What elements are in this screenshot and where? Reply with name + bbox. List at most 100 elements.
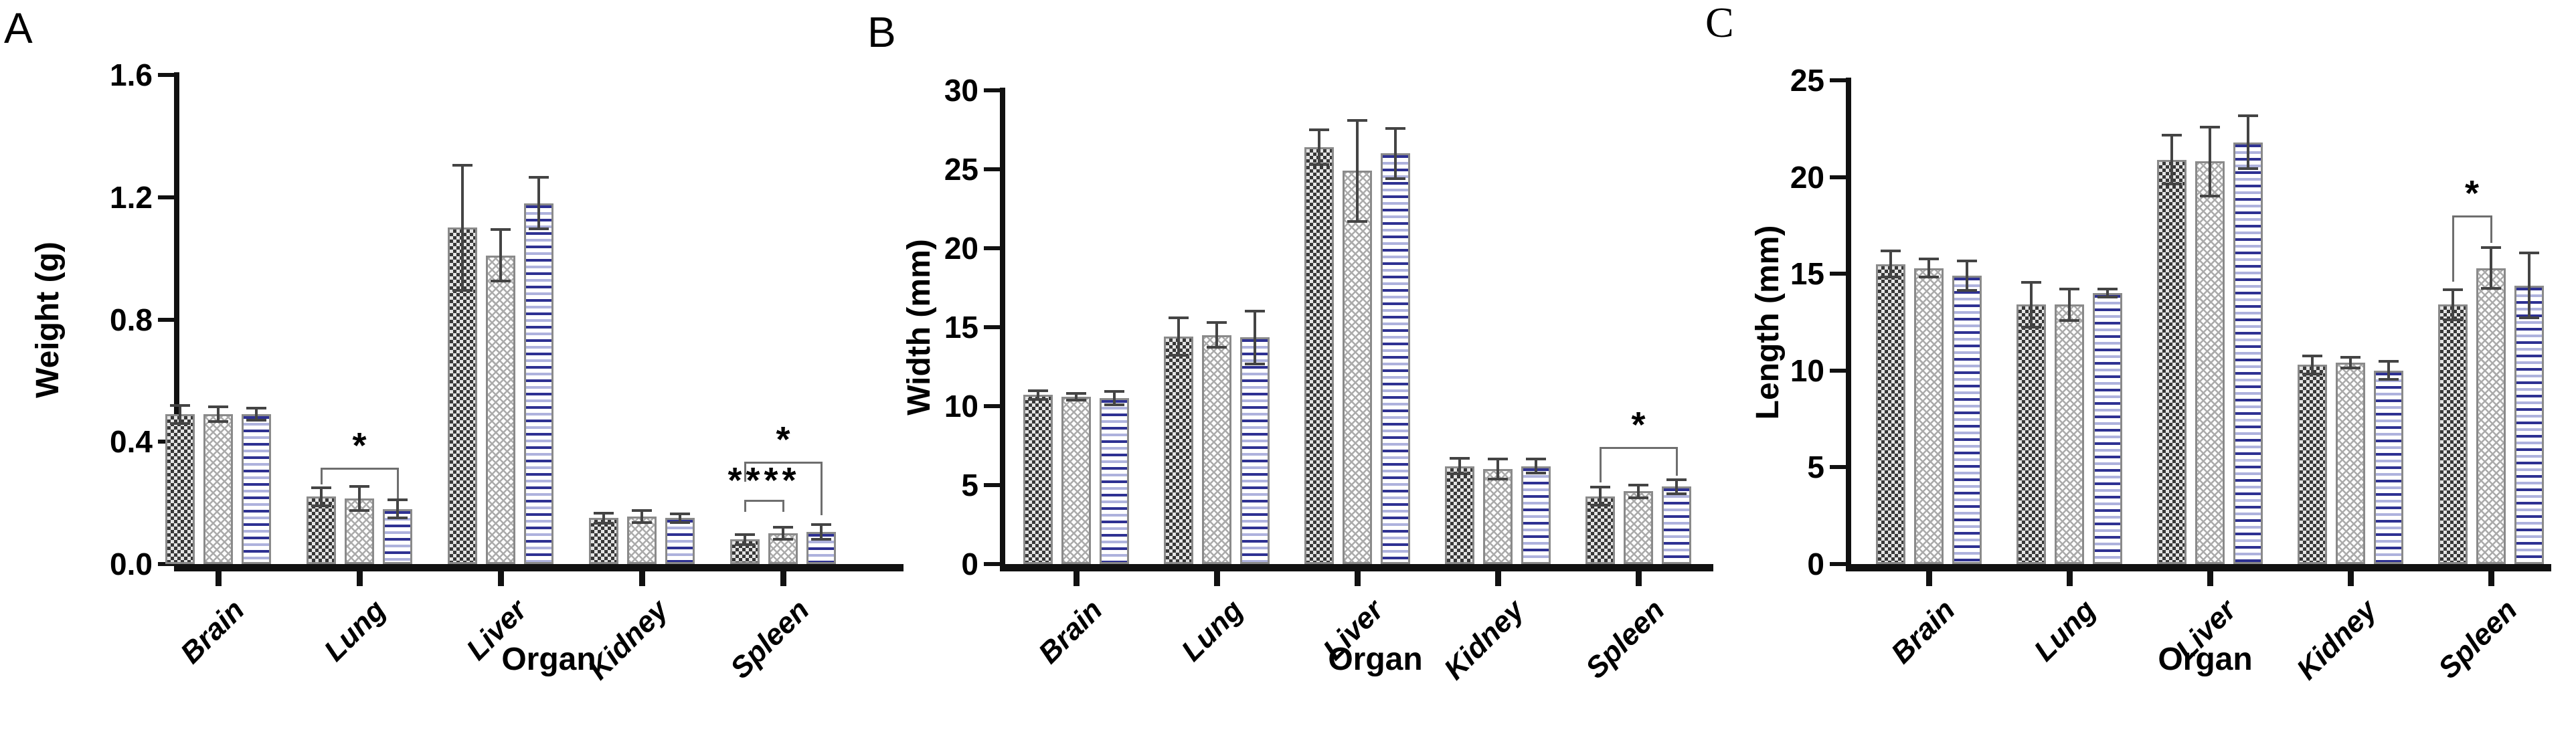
C-error-cap-bottom-Brain-light-diagonal-hatch	[1919, 276, 1939, 279]
C-error-bar-Spleen-light-diagonal-hatch	[2490, 248, 2492, 288]
C-error-cap-bottom-Spleen-blue-horizontal-stripes	[2519, 316, 2539, 319]
C-error-cap-top-Brain-blue-horizontal-stripes	[1957, 259, 1977, 262]
C-bar-Kidney-blue-horizontal-stripes	[2374, 370, 2403, 564]
C-error-bar-Lung-dark-checkerboard	[2030, 283, 2033, 327]
B-bar-Liver-dark-checkerboard	[1304, 147, 1334, 564]
B-y-tick-10	[984, 404, 1000, 408]
C-error-cap-bottom-Brain-dark-checkerboard	[1881, 276, 1901, 279]
B-error-bar-Kidney-dark-checkerboard	[1458, 460, 1461, 473]
C-error-cap-bottom-Liver-dark-checkerboard	[2162, 183, 2182, 186]
C-x-tick-Brain	[1926, 571, 1932, 586]
B-error-cap-bottom-Brain-light-diagonal-hatch	[1066, 398, 1086, 401]
B-error-bar-Brain-light-diagonal-hatch	[1075, 395, 1078, 399]
C-y-axis-title: Length (mm)	[1750, 225, 1786, 420]
C-bar-Spleen-blue-horizontal-stripes	[2514, 285, 2544, 564]
A-y-axis-title: Weight (g)	[30, 241, 66, 398]
B-error-cap-bottom-Kidney-light-diagonal-hatch	[1488, 478, 1508, 481]
A-sig-bracket-Lung-0-label: *	[352, 426, 367, 466]
B-error-bar-Brain-dark-checkerboard	[1037, 391, 1039, 399]
C-bar-Kidney-dark-checkerboard	[2298, 365, 2327, 564]
C-sig-bracket-Spleen-0-line	[2452, 215, 2492, 218]
C-error-cap-top-Spleen-light-diagonal-hatch	[2481, 246, 2501, 249]
C-x-tick-Liver	[2207, 571, 2213, 586]
B-x-axis-title: Organ	[1328, 642, 1423, 677]
C-error-cap-bottom-Kidney-dark-checkerboard	[2302, 372, 2322, 375]
B-error-cap-top-Spleen-light-diagonal-hatch	[1628, 484, 1648, 487]
C-error-cap-bottom-Kidney-blue-horizontal-stripes	[2379, 378, 2399, 381]
A-bar-Kidney-light-diagonal-hatch	[627, 517, 657, 564]
C-error-bar-Liver-blue-horizontal-stripes	[2247, 116, 2249, 168]
A-error-cap-bottom-Kidney-light-diagonal-hatch	[632, 521, 652, 525]
A-y-tick-0.8	[158, 317, 174, 322]
B-error-cap-bottom-Spleen-blue-horizontal-stripes	[1666, 492, 1687, 495]
B-y-tick-label-0: 0	[961, 547, 978, 581]
B-bar-Kidney-light-diagonal-hatch	[1483, 469, 1513, 564]
panel-label-B: B	[867, 8, 896, 56]
B-x-category-label-Lung: Lung	[1175, 593, 1250, 668]
C-error-cap-top-Kidney-blue-horizontal-stripes	[2379, 360, 2399, 363]
C-y-tick-0	[1830, 562, 1846, 566]
B-bar-Lung-dark-checkerboard	[1164, 337, 1193, 564]
B-x-tick-Liver	[1355, 571, 1361, 586]
A-bar-Kidney-dark-checkerboard	[589, 518, 618, 564]
A-error-bar-Kidney-dark-checkerboard	[602, 514, 605, 522]
A-error-cap-top-Brain-blue-horizontal-stripes	[246, 407, 266, 410]
C-error-cap-bottom-Lung-blue-horizontal-stripes	[2097, 296, 2118, 299]
A-y-tick-label-0.0: 0.0	[110, 547, 153, 581]
C-x-axis-title: Organ	[2158, 642, 2253, 677]
A-y-tick-0.0	[158, 562, 174, 566]
B-error-cap-top-Brain-dark-checkerboard	[1028, 389, 1048, 392]
B-error-bar-Lung-dark-checkerboard	[1177, 319, 1180, 355]
C-error-cap-top-Liver-blue-horizontal-stripes	[2238, 114, 2258, 117]
B-x-tick-Brain	[1074, 571, 1080, 586]
A-error-cap-top-Spleen-dark-checkerboard	[735, 533, 755, 536]
A-error-cap-bottom-Kidney-dark-checkerboard	[594, 521, 614, 525]
A-x-axis-title: Organ	[501, 642, 596, 677]
B-error-cap-top-Spleen-blue-horizontal-stripes	[1666, 478, 1687, 482]
B-error-cap-top-Liver-light-diagonal-hatch	[1347, 119, 1367, 122]
B-error-cap-bottom-Spleen-light-diagonal-hatch	[1628, 496, 1648, 499]
A-bar-Liver-blue-horizontal-stripes	[524, 203, 553, 564]
A-error-bar-Liver-blue-horizontal-stripes	[537, 179, 540, 228]
B-error-bar-Liver-light-diagonal-hatch	[1356, 122, 1359, 220]
C-bar-Spleen-light-diagonal-hatch	[2476, 268, 2506, 564]
C-error-bar-Liver-light-diagonal-hatch	[2209, 128, 2211, 195]
B-error-cap-bottom-Liver-blue-horizontal-stripes	[1385, 177, 1405, 180]
A-sig-bracket-Spleen-2-label: *	[776, 419, 790, 460]
A-error-bar-Liver-light-diagonal-hatch	[499, 231, 502, 280]
C-y-axis	[1846, 78, 1851, 571]
C-error-cap-top-Spleen-blue-horizontal-stripes	[2519, 252, 2539, 255]
A-error-cap-top-Lung-blue-horizontal-stripes	[388, 498, 408, 502]
B-error-cap-bottom-Liver-dark-checkerboard	[1309, 163, 1329, 166]
A-x-category-label-Lung: Lung	[317, 593, 392, 668]
A-bar-Liver-light-diagonal-hatch	[486, 255, 515, 564]
B-sig-bracket-Spleen-0-left-leg	[1600, 447, 1602, 483]
A-error-cap-bottom-Spleen-light-diagonal-hatch	[773, 538, 793, 541]
C-error-cap-bottom-Liver-blue-horizontal-stripes	[2238, 167, 2258, 171]
B-error-cap-bottom-Liver-light-diagonal-hatch	[1347, 219, 1367, 223]
C-error-bar-Lung-blue-horizontal-stripes	[2106, 290, 2109, 296]
C-x-tick-Spleen	[2488, 571, 2494, 586]
B-error-cap-top-Lung-blue-horizontal-stripes	[1245, 309, 1265, 312]
B-y-axis	[1000, 88, 1005, 571]
A-error-bar-Spleen-light-diagonal-hatch	[782, 529, 784, 539]
B-y-tick-20	[984, 246, 1000, 250]
A-y-tick-1.2	[158, 195, 174, 199]
A-sig-bracket-Spleen-2-left-leg	[744, 461, 746, 482]
C-x-tick-Lung	[2067, 571, 2073, 586]
A-y-tick-1.6	[158, 73, 174, 77]
B-y-tick-label-20: 20	[944, 231, 978, 266]
C-error-bar-Kidney-dark-checkerboard	[2311, 357, 2314, 373]
C-bar-Liver-blue-horizontal-stripes	[2233, 142, 2263, 564]
A-error-bar-Lung-blue-horizontal-stripes	[396, 501, 399, 517]
B-error-cap-top-Liver-dark-checkerboard	[1309, 128, 1329, 132]
B-bar-Lung-light-diagonal-hatch	[1202, 335, 1231, 564]
A-error-bar-Spleen-dark-checkerboard	[744, 535, 746, 543]
B-y-tick-label-15: 15	[944, 310, 978, 345]
C-y-tick-label-10: 10	[1790, 353, 1824, 388]
B-error-cap-bottom-Brain-dark-checkerboard	[1028, 398, 1048, 401]
A-bar-Brain-dark-checkerboard	[165, 414, 195, 564]
B-error-cap-top-Lung-dark-checkerboard	[1169, 316, 1189, 320]
A-error-cap-top-Spleen-light-diagonal-hatch	[773, 526, 793, 529]
B-error-cap-top-Kidney-light-diagonal-hatch	[1488, 458, 1508, 461]
